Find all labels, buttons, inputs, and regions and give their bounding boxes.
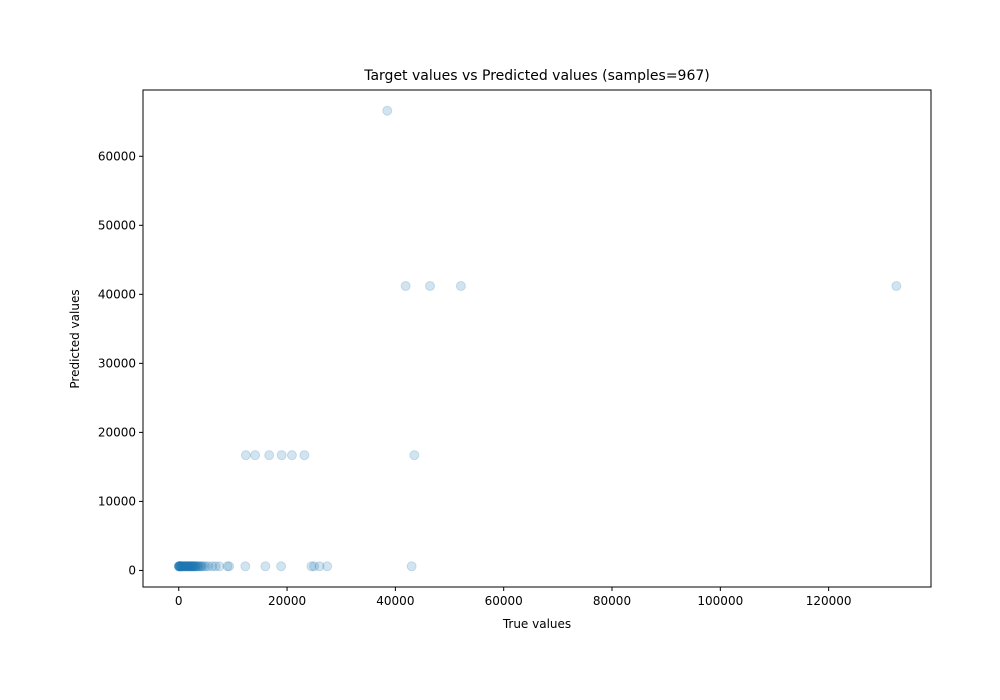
data-point	[207, 561, 218, 572]
data-point	[224, 561, 235, 572]
data-point	[175, 561, 186, 572]
data-point	[222, 561, 233, 572]
data-point	[174, 561, 185, 572]
x-tick-label: 120000	[806, 594, 852, 608]
data-point	[382, 105, 393, 116]
data-point	[184, 561, 195, 572]
data-point	[455, 281, 466, 292]
data-point	[177, 561, 188, 572]
data-point	[214, 561, 225, 572]
x-tick-label: 40000	[376, 594, 414, 608]
data-point	[264, 450, 275, 461]
data-point	[173, 561, 184, 572]
data-point	[400, 281, 411, 292]
data-point	[174, 561, 185, 572]
data-point	[191, 561, 202, 572]
data-point	[176, 561, 187, 572]
data-point	[182, 561, 193, 572]
data-point	[189, 561, 200, 572]
x-axis-label: True values	[502, 617, 571, 631]
y-axis-label: Predicted values	[68, 289, 82, 388]
data-point	[260, 561, 271, 572]
data-point	[193, 561, 204, 572]
data-point	[322, 561, 333, 572]
chart-title: Target values vs Predicted values (sampl…	[363, 68, 710, 84]
x-tick-label: 80000	[593, 594, 631, 608]
data-point	[210, 561, 221, 572]
data-point	[174, 561, 185, 572]
data-point	[174, 561, 185, 572]
data-point	[187, 561, 198, 572]
data-point	[406, 561, 417, 572]
data-point	[173, 561, 184, 572]
data-point	[182, 561, 193, 572]
y-tick-label: 30000	[98, 356, 136, 370]
data-point	[240, 450, 251, 461]
data-point	[250, 450, 261, 461]
data-point	[188, 561, 199, 572]
data-point	[175, 561, 186, 572]
y-tick-label: 0	[128, 563, 136, 577]
data-point	[309, 561, 320, 572]
data-point	[299, 450, 310, 461]
data-point	[240, 561, 251, 572]
data-point	[177, 561, 188, 572]
data-point	[891, 281, 902, 292]
x-tick-label: 20000	[268, 594, 306, 608]
data-point	[181, 561, 192, 572]
y-tick-label: 40000	[98, 287, 136, 301]
data-point	[176, 561, 187, 572]
data-point	[190, 561, 201, 572]
data-point	[183, 561, 194, 572]
y-tick-label: 10000	[98, 494, 136, 508]
y-axis-ticks: 0 10000 20000 30000 40000 50000 60000	[98, 149, 143, 577]
data-point	[425, 281, 436, 292]
y-tick-label: 50000	[98, 218, 136, 232]
data-point	[191, 561, 202, 572]
data-point	[314, 561, 325, 572]
data-point	[186, 561, 197, 572]
y-tick-label: 20000	[98, 425, 136, 439]
data-point	[185, 561, 196, 572]
data-point	[286, 450, 297, 461]
data-point	[194, 561, 205, 572]
data-point	[306, 561, 317, 572]
plot-frame	[142, 89, 932, 588]
data-point	[276, 561, 287, 572]
data-point	[276, 450, 287, 461]
data-point	[189, 561, 200, 572]
data-point	[178, 561, 189, 572]
data-point	[183, 561, 194, 572]
data-point	[185, 561, 196, 572]
data-point	[180, 561, 191, 572]
x-tick-label: 60000	[485, 594, 523, 608]
y-tick-label: 60000	[98, 149, 136, 163]
data-point	[179, 561, 190, 572]
data-point	[195, 561, 206, 572]
x-tick-label: 100000	[697, 594, 743, 608]
data-point	[203, 561, 214, 572]
data-point	[409, 450, 420, 461]
data-point	[188, 561, 199, 572]
data-point	[178, 561, 189, 572]
data-point	[197, 561, 208, 572]
data-point	[200, 561, 211, 572]
data-point	[187, 561, 198, 572]
data-point	[198, 561, 209, 572]
x-tick-label: 0	[175, 594, 183, 608]
x-axis-ticks: 0 20000 40000 60000 80000 100000 120000	[175, 587, 852, 608]
data-point	[181, 561, 192, 572]
data-point	[184, 561, 195, 572]
data-point	[192, 561, 203, 572]
points-layer	[173, 105, 902, 572]
data-point	[179, 561, 190, 572]
data-point	[175, 561, 186, 572]
